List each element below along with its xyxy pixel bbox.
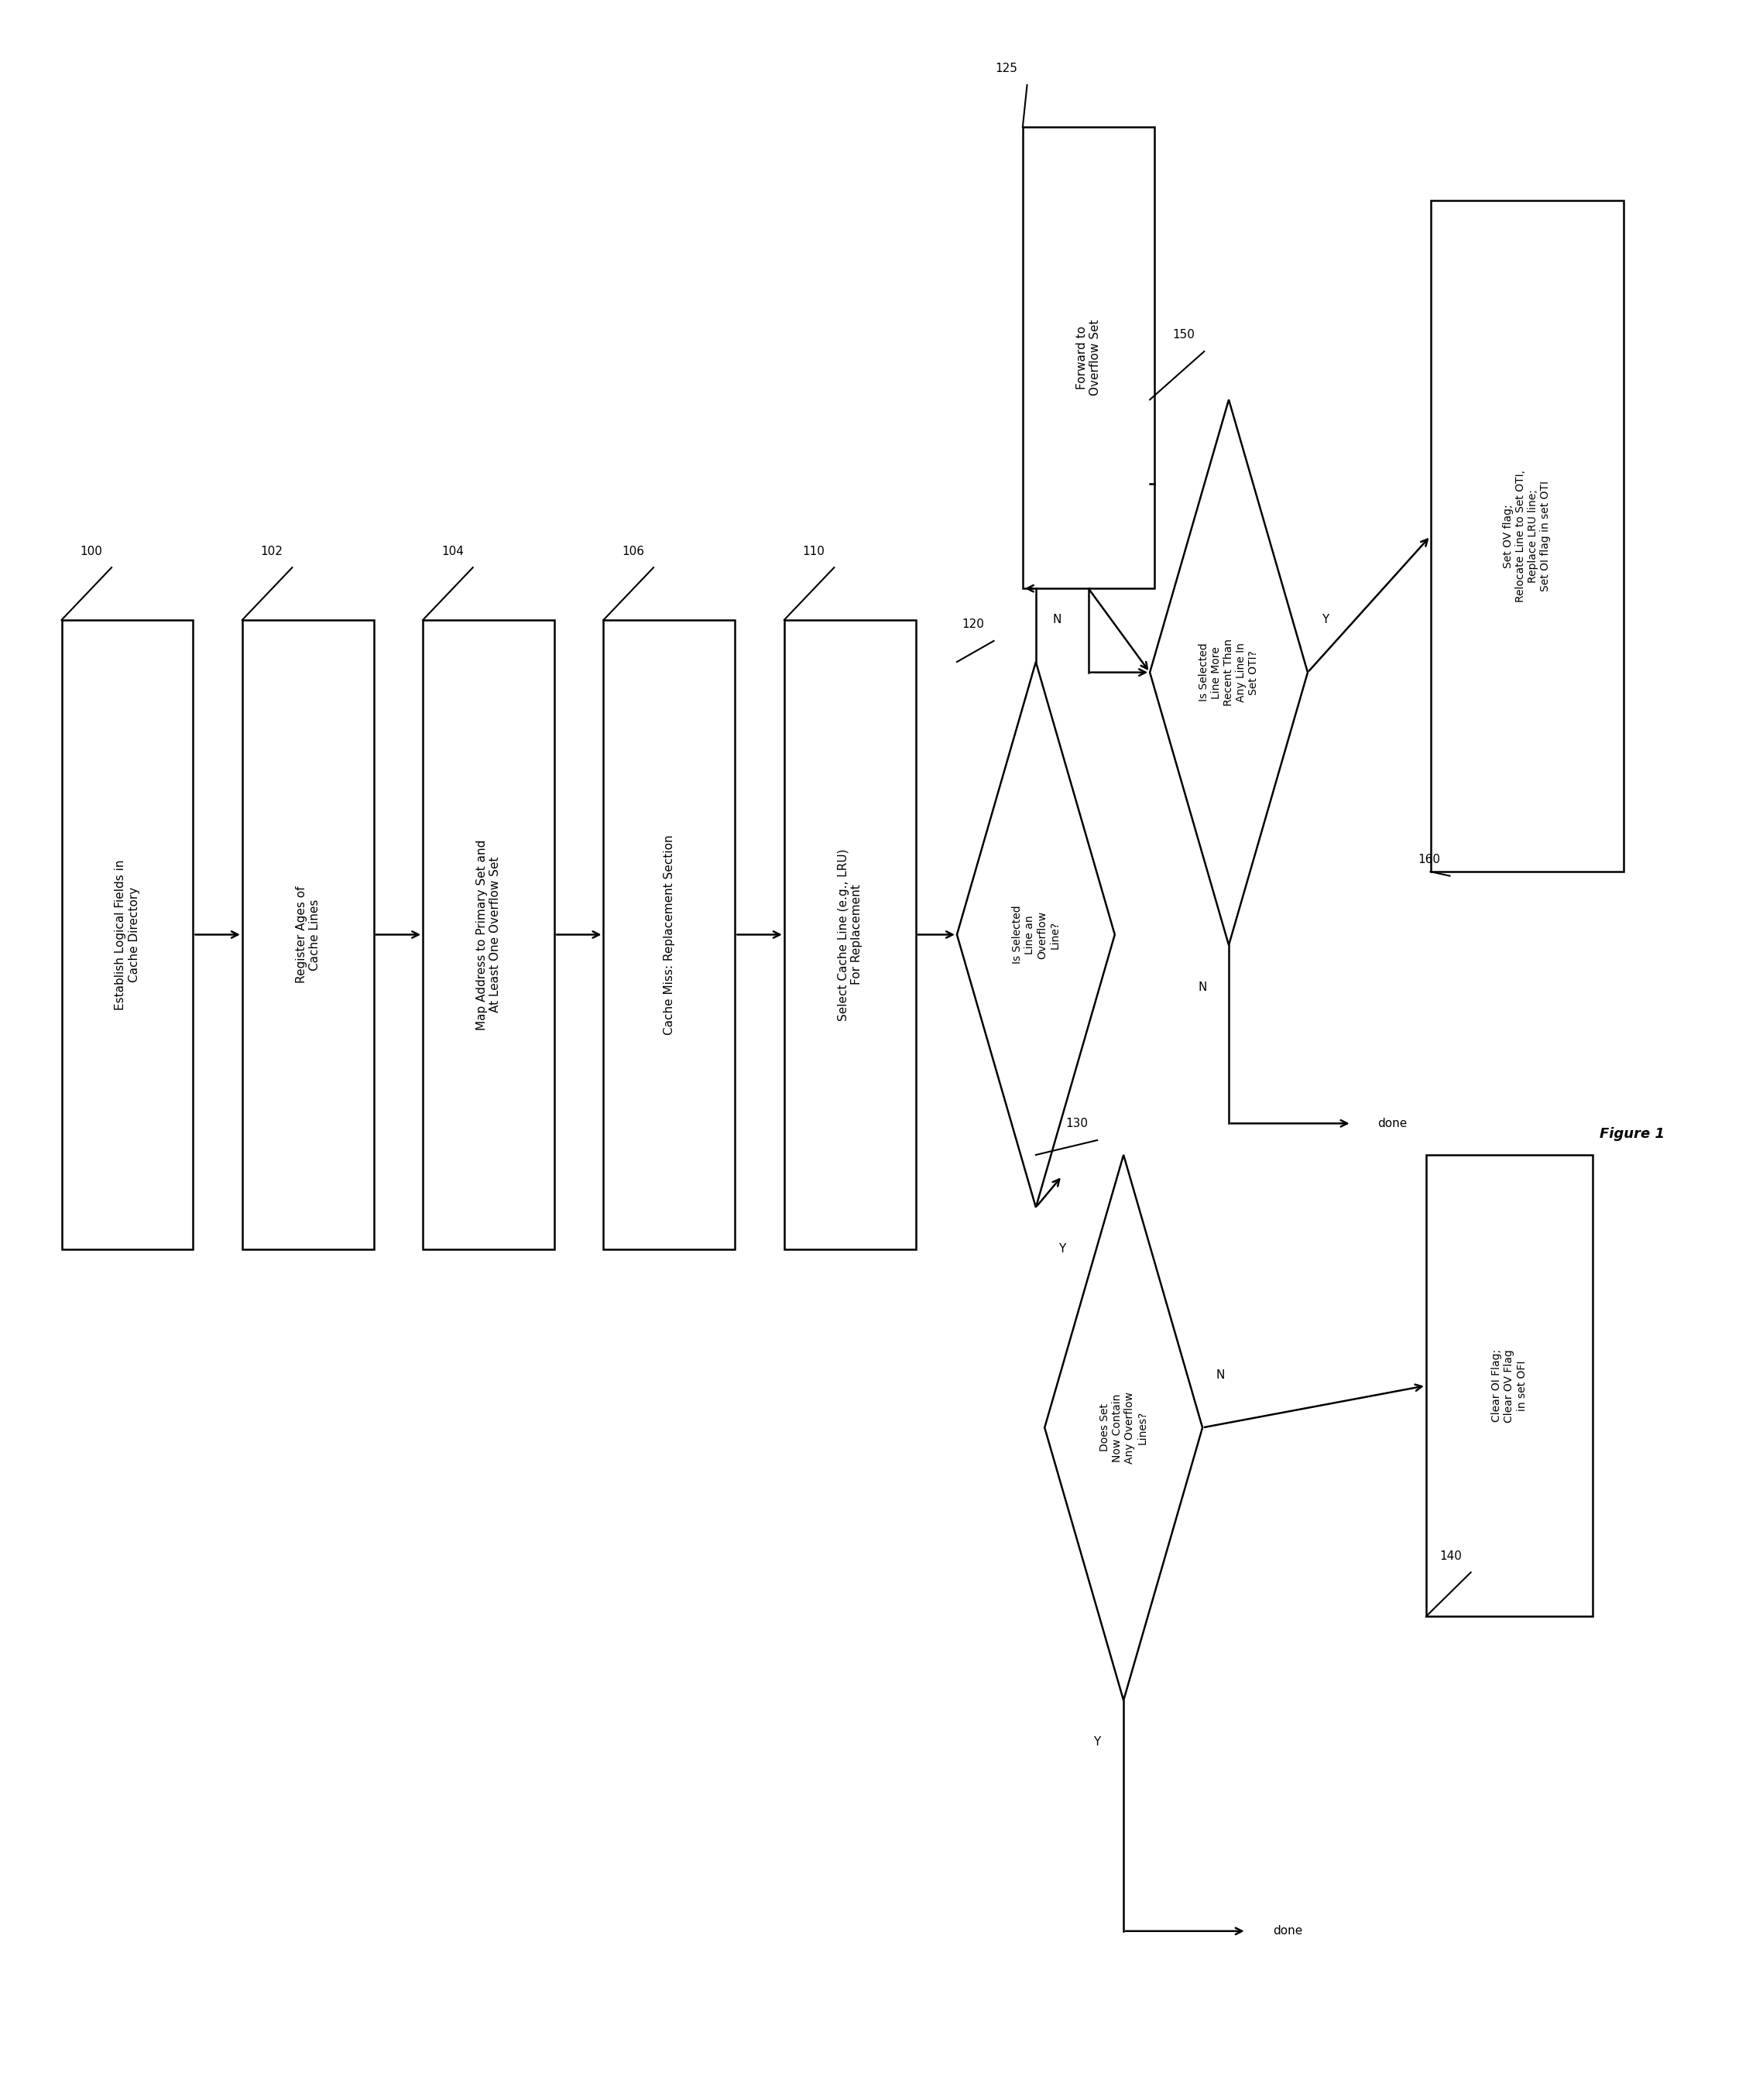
Text: N: N [1215,1369,1224,1382]
Text: 125: 125 [996,63,1018,74]
FancyBboxPatch shape [604,619,736,1249]
Text: N: N [1052,613,1061,626]
Text: N: N [1198,981,1206,993]
Polygon shape [1045,1155,1203,1701]
Text: Is Selected
Line More
Recent Than
Any Line In
Set OTI?: Is Selected Line More Recent Than Any Li… [1198,638,1259,706]
Text: Clear OI Flag;
Clear OV Flag
in set OFI: Clear OI Flag; Clear OV Flag in set OFI [1491,1348,1528,1422]
Text: Map Address to Primary Set and
At Least One Overflow Set: Map Address to Primary Set and At Least … [476,840,500,1029]
Text: 150: 150 [1173,330,1196,340]
Text: 100: 100 [81,546,102,556]
Text: Forward to
Overflow Set: Forward to Overflow Set [1076,319,1101,395]
Text: 140: 140 [1440,1550,1461,1562]
Text: 110: 110 [802,546,825,556]
Text: 160: 160 [1419,855,1440,865]
FancyBboxPatch shape [1431,200,1623,872]
Polygon shape [957,662,1115,1207]
FancyBboxPatch shape [1426,1155,1593,1617]
Text: Is Selected
Line an
Overflow
Line?: Is Selected Line an Overflow Line? [1011,905,1061,964]
Text: 130: 130 [1066,1117,1089,1130]
FancyBboxPatch shape [785,619,915,1249]
Text: Cache Miss: Replacement Section: Cache Miss: Replacement Section [664,834,674,1035]
Text: Y: Y [1094,1737,1101,1747]
FancyBboxPatch shape [61,619,193,1249]
Text: 106: 106 [622,546,644,556]
FancyBboxPatch shape [423,619,555,1249]
FancyBboxPatch shape [1022,126,1154,588]
Text: Set OV flag;
Relocate Line to Set OTI,
Replace LRU line;
Set OI flag in set OTI: Set OV flag; Relocate Line to Set OTI, R… [1503,470,1551,603]
Text: done: done [1378,1117,1408,1130]
Text: Establish Logical Fields in
Cache Directory: Establish Logical Fields in Cache Direct… [114,859,140,1010]
Text: Figure 1: Figure 1 [1600,1128,1665,1140]
Polygon shape [1150,399,1308,945]
Text: 102: 102 [260,546,283,556]
Text: Y: Y [1322,613,1329,626]
Text: 104: 104 [441,546,464,556]
FancyBboxPatch shape [242,619,374,1249]
Text: Select Cache Line (e.g., LRU)
For Replacement: Select Cache Line (e.g., LRU) For Replac… [838,848,862,1021]
Text: 120: 120 [962,619,985,630]
Text: done: done [1273,1926,1303,1936]
Text: Register Ages of
Cache Lines: Register Ages of Cache Lines [295,886,321,983]
Text: Does Set
Now Contain
Any Overflow
Lines?: Does Set Now Contain Any Overflow Lines? [1099,1392,1148,1464]
Text: Y: Y [1059,1243,1066,1256]
